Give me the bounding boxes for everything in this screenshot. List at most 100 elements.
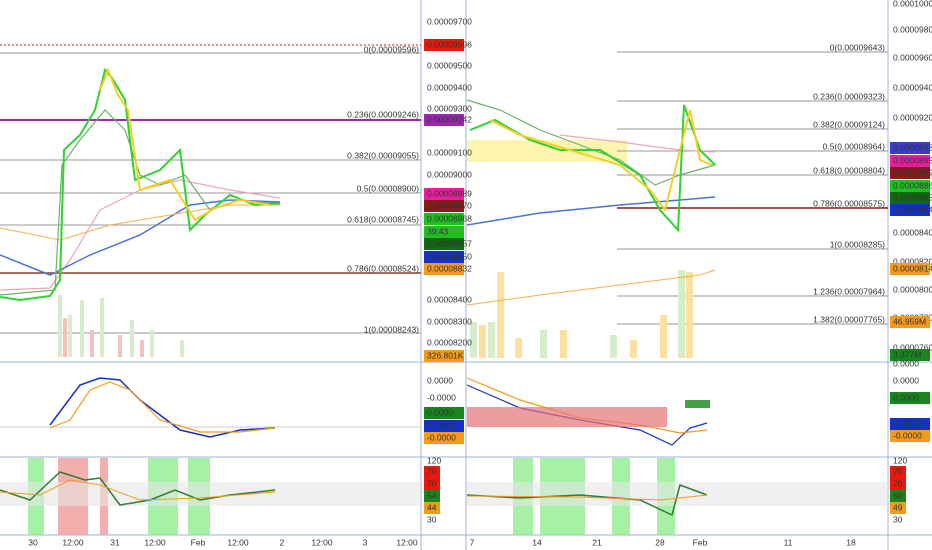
axis-label: -0.0000 xyxy=(427,392,456,402)
price-badge xyxy=(424,432,464,444)
time-label: 12:00 xyxy=(144,537,166,547)
price-badge-text: 0.00008832 xyxy=(427,263,472,273)
axis-label: 0.00009100 xyxy=(427,147,472,157)
price-badge-text: 0.00008870 xyxy=(427,200,472,210)
axis-label: 0.00009400 xyxy=(427,82,472,92)
price-badge xyxy=(890,204,930,216)
price-badge xyxy=(890,142,930,154)
axis-label: 0.0000 xyxy=(893,358,919,368)
price-badge-text: 0.00009596 xyxy=(427,39,472,49)
time-label: 12:00 xyxy=(62,537,84,547)
rsi-badge-text: 49 xyxy=(893,502,903,512)
price-badge-text: 0.0000 xyxy=(427,407,453,417)
price-badge-text: -0.0000 xyxy=(427,420,456,430)
price-badge-text: 0.00008145 xyxy=(893,263,932,273)
price-badge-text: 326.801K xyxy=(427,350,464,360)
fib-label: 0.382(0.00009124) xyxy=(813,119,885,129)
time-label: 30 xyxy=(28,537,38,547)
price-badge-text: 39:43 xyxy=(427,226,449,236)
price-badge-text: 0.00008892 xyxy=(893,167,932,177)
price-badge xyxy=(890,180,930,192)
price-badge-text: 0.00008857 xyxy=(427,238,472,248)
axis-label: 120 xyxy=(893,455,907,465)
price-badge xyxy=(890,392,930,404)
rsi-badge xyxy=(890,502,906,514)
rsi-badge-text: 54 xyxy=(427,490,437,500)
price-badge-text: 0.00008649 xyxy=(893,204,932,214)
axis-label: 0.00009300 xyxy=(427,103,472,113)
rsi-badge xyxy=(424,478,440,490)
fib-label: 0.382(0.00009055) xyxy=(347,150,419,160)
time-label: 12:00 xyxy=(311,537,333,547)
right-drawings xyxy=(466,51,888,358)
fib-label: 0.786(0.00008575) xyxy=(813,198,885,208)
left-drawings xyxy=(0,44,421,357)
axis-label: 0.00009700 xyxy=(427,16,472,26)
axis-label: 0.00008300 xyxy=(427,316,472,326)
price-badge xyxy=(424,263,464,275)
price-badge-text: 0.00008869 xyxy=(893,180,932,190)
rsi-badge xyxy=(424,502,440,514)
rsi-badge xyxy=(890,490,906,502)
price-badge xyxy=(424,238,464,250)
fib-label: 1.236(0.00007964) xyxy=(813,286,885,296)
fib-label: 1.382(0.00007765) xyxy=(813,314,885,324)
price-badge xyxy=(424,420,464,432)
fib-label: 0.618(0.00008804) xyxy=(813,165,885,175)
axis-label: 30 xyxy=(427,514,437,524)
axis-label: 120 xyxy=(427,455,441,465)
fib-label: 0.5(0.00008964) xyxy=(823,141,886,151)
axis-label: 0.00009000 xyxy=(427,169,472,179)
price-badge xyxy=(890,263,930,275)
price-badge-text: -0.0000 xyxy=(893,430,922,440)
price-badge-text: -0.0000 xyxy=(893,418,922,428)
price-badge-text: 46.959M xyxy=(893,316,926,326)
axis-label: 0.00008200 xyxy=(427,337,472,347)
time-label: 18 xyxy=(846,537,856,547)
fib-label: 0.236(0.00009323) xyxy=(813,91,885,101)
price-badge xyxy=(424,200,464,212)
time-label: 7 xyxy=(470,537,475,547)
time-label: 2 xyxy=(280,537,285,547)
price-badge-text: 0.00008854 xyxy=(893,192,932,202)
price-badge xyxy=(890,418,930,430)
rsi-badge xyxy=(890,466,906,478)
fib-label: 0.618(0.00008745) xyxy=(347,214,419,224)
time-label: 11 xyxy=(784,537,793,547)
time-label: 28 xyxy=(655,537,665,547)
axis-label: 0.0000 xyxy=(427,375,453,385)
rsi-badge xyxy=(890,478,906,490)
price-badge-text: 0.0000 xyxy=(893,392,919,402)
price-badge xyxy=(424,350,464,362)
fib-label: 0(0.00009596) xyxy=(364,44,419,54)
fib-label: 0(0.00009643) xyxy=(830,42,885,52)
time-label: Feb xyxy=(693,537,708,547)
axis-label: 0.00008400 xyxy=(893,227,932,237)
price-badge xyxy=(424,226,464,238)
rsi-badge-text: 70 xyxy=(893,478,903,488)
rsi-badge-text: 50 xyxy=(893,490,903,500)
fib-label: 1(0.00008285) xyxy=(830,239,885,249)
axis-label: 0.00009500 xyxy=(427,60,472,70)
rsi-badge-text: 70 xyxy=(427,466,437,476)
price-badge xyxy=(890,155,930,167)
axis-label: 0.00008400 xyxy=(427,294,472,304)
price-badge xyxy=(424,407,464,419)
axis-label: 0.0000 xyxy=(893,375,919,385)
time-label: 3 xyxy=(363,537,368,547)
time-label: 12:00 xyxy=(396,537,418,547)
rsi-badge-text: 44 xyxy=(427,502,437,512)
fib-label: 0.786(0.00008524) xyxy=(347,263,419,273)
price-badge xyxy=(424,39,464,51)
axis-label: 30 xyxy=(893,514,903,524)
fib-label: 0.5(0.00008900) xyxy=(357,183,420,193)
price-badge-text: 0.00008981 xyxy=(893,142,932,152)
price-badge xyxy=(424,213,464,225)
price-badge xyxy=(890,349,930,361)
